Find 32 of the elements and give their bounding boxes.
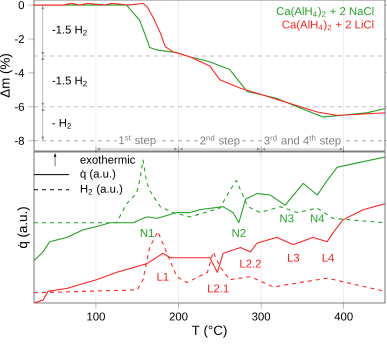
annotation: N2 <box>232 229 246 237</box>
annotation: -1.5 H$_{2}$ <box>52 76 87 86</box>
annotation: 2$^{nd}$ step <box>200 134 240 147</box>
annotation: -1.5 H$_{2}$ <box>52 26 87 36</box>
x-tick-label: 100 <box>87 312 105 321</box>
text: Ca(AlH$_{4}$)$_{2}$ + 2 LiCl <box>282 20 374 31</box>
annotation: - H$_{2}$ <box>52 119 71 129</box>
annotation: q̇ (a.u.) <box>80 169 116 180</box>
x-tick-label: 300 <box>252 312 270 321</box>
annotation: L2.2 <box>240 260 261 268</box>
annotation: L3 <box>288 254 300 262</box>
annotation: L4 <box>322 254 334 262</box>
y-axis-title: Δm (%) <box>0 54 12 98</box>
y-tick-label: 0 <box>18 1 24 10</box>
annotation: N3 <box>280 214 294 222</box>
x-tick-label: 400 <box>334 312 353 321</box>
annotation: exothermic <box>80 155 136 164</box>
annotation: 1$^{st}$ step <box>119 135 156 146</box>
y-tick-label: -4 <box>14 69 24 77</box>
y-tick-label: -6 <box>14 102 24 111</box>
annotation: N4 <box>310 214 324 222</box>
y-tick-label: -2 <box>14 35 24 43</box>
annotation: L1 <box>157 272 169 281</box>
y-axis-title: q̇ (a.u.) <box>17 207 30 248</box>
annotation: L2.1 <box>208 284 229 292</box>
text: Ca(AlH$_{4}$)$_{2}$ + 2 NaCl <box>276 6 374 18</box>
y-tick-label: -8 <box>14 136 24 145</box>
annotation: 3$^{rd}$ and 4$^{th}$ step <box>264 134 341 147</box>
x-axis-title: T (°C) <box>192 325 227 338</box>
annotation: H$_{2}$ (a.u.) <box>80 184 122 196</box>
x-tick-label: 200 <box>170 312 188 321</box>
annotation: N1 <box>140 229 154 237</box>
